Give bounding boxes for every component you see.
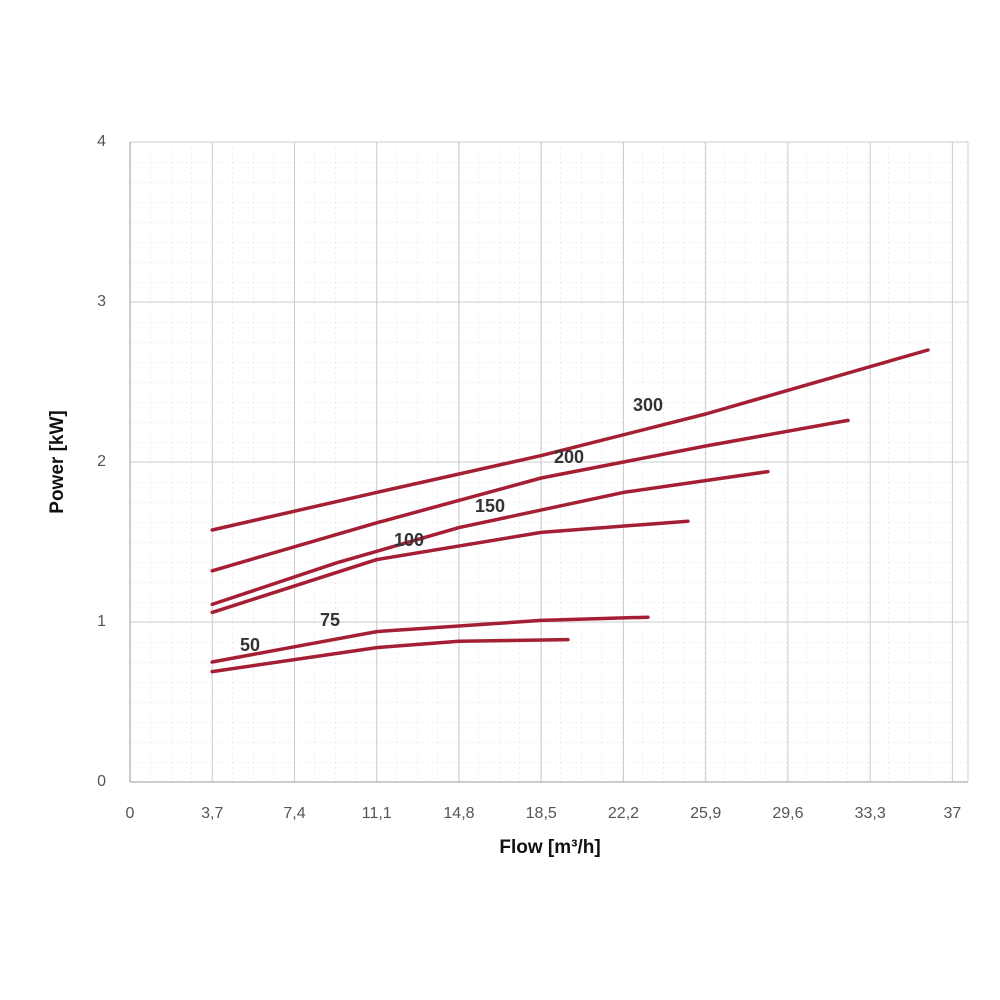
x-tick-label: 29,6 [772,805,803,822]
x-tick-label: 22,2 [608,805,639,822]
curve-label: 150 [475,496,505,516]
curve [210,615,650,664]
x-tick-label: 11,1 [362,805,392,822]
curve [210,519,690,615]
x-tick-label: 3,7 [201,805,223,822]
x-tick-label: 33,3 [855,805,886,822]
curve [210,637,570,674]
x-tick-label: 0 [126,805,135,822]
y-tick-label: 0 [97,773,106,790]
curve [210,418,850,573]
curve [210,348,930,532]
x-axis-title: Flow [m³/h] [499,837,600,858]
y-tick-label: 4 [97,133,106,150]
y-tick-label: 2 [97,453,106,470]
x-tick-label: 37 [944,805,962,822]
curve-label: 100 [394,530,424,550]
x-tick-label: 18,5 [526,805,557,822]
y-tick-label: 1 [97,613,106,630]
y-tick-label: 3 [97,293,106,310]
x-tick-label: 14,8 [443,805,474,822]
y-axis-title: Power [kW] [47,410,68,513]
curve-label: 75 [320,610,340,630]
curve-label: 50 [240,635,260,655]
x-tick-label: 25,9 [690,805,721,822]
x-tick-label: 7,4 [283,805,305,822]
curve-label: 200 [554,447,584,467]
curve-label: 300 [633,395,663,415]
curve [210,469,770,607]
